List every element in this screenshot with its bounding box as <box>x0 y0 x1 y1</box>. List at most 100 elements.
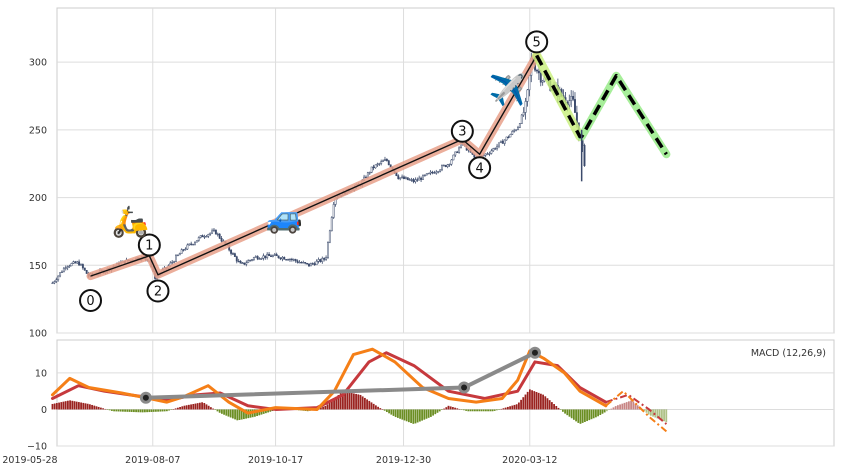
histogram-bar-54 <box>170 409 173 410</box>
macd-grid <box>56 339 835 447</box>
candle-200 <box>431 170 434 175</box>
candle-131 <box>300 261 303 264</box>
candle-207 <box>444 164 447 168</box>
candle-6 <box>62 266 65 273</box>
price-y-tick-4: 300 <box>29 58 47 69</box>
macd-legend-text: MACD (12,26,9) <box>751 348 826 359</box>
histogram-bar-254 <box>610 408 613 410</box>
candle-3 <box>57 275 60 282</box>
histogram-bar-132 <box>341 391 344 410</box>
histogram-bar-68 <box>201 402 203 410</box>
histogram-bar-6 <box>64 401 67 410</box>
candle-246 <box>518 123 521 129</box>
histogram-bar-24 <box>104 408 107 410</box>
histogram-bar-151 <box>383 409 386 411</box>
histogram-bar-25 <box>106 409 109 410</box>
candle-116 <box>271 254 274 258</box>
candle-146 <box>328 229 331 244</box>
emoji-marker-0: 🛵 <box>112 204 149 239</box>
histogram-bar-13 <box>80 402 82 410</box>
histogram-bar-33 <box>124 409 126 412</box>
histogram-bar-164 <box>412 409 415 424</box>
candle-12 <box>74 260 77 264</box>
macd-y-tick-2: 10 <box>35 368 47 379</box>
histogram-bar-66 <box>196 403 199 410</box>
histogram-bar-71 <box>207 405 210 410</box>
histogram-bar-219 <box>533 391 536 410</box>
histogram-bar-149 <box>379 408 382 410</box>
histogram-bar-182 <box>451 407 454 410</box>
candle-212 <box>454 151 457 158</box>
histogram-bar-224 <box>544 396 547 410</box>
candle-130 <box>298 260 301 264</box>
candle-129 <box>296 259 299 264</box>
candle-243 <box>513 128 516 133</box>
histogram-bar-140 <box>359 394 362 410</box>
histogram-bar-195 <box>480 409 483 412</box>
histogram-bar-223 <box>542 394 544 410</box>
histogram-bar-17 <box>88 404 91 410</box>
histogram-bar-30 <box>117 409 120 412</box>
candle-234 <box>496 143 499 151</box>
histogram-bar-241 <box>581 409 584 423</box>
wave-label-circle-2 <box>146 279 170 303</box>
candle-63 <box>171 259 174 265</box>
histogram-bar-209 <box>511 405 514 410</box>
candle-255 <box>536 68 538 74</box>
histogram-bar-22 <box>99 407 102 410</box>
histogram-bar-143 <box>366 399 368 410</box>
histogram-bar-50 <box>161 409 164 412</box>
candle-67 <box>178 252 181 256</box>
histogram-bar-216 <box>526 391 529 410</box>
candle-75 <box>194 241 196 246</box>
candle-81 <box>205 234 208 238</box>
candle-121 <box>281 256 284 262</box>
candle-182 <box>397 174 400 180</box>
histogram-bar-65 <box>194 403 197 410</box>
histogram-bar-51 <box>163 409 166 412</box>
candle-211 <box>452 154 455 161</box>
candle-77 <box>197 236 200 242</box>
candle-235 <box>498 142 500 149</box>
histogram-bar-181 <box>449 406 452 410</box>
histogram-bar-58 <box>179 407 181 410</box>
histogram-bar-15 <box>84 403 87 410</box>
candle-138 <box>313 261 316 266</box>
histogram-bar-1 <box>53 403 56 410</box>
histogram-bar-247 <box>594 409 597 418</box>
histogram-bar-29 <box>115 409 118 412</box>
candle-100 <box>241 261 244 264</box>
histogram-bar-240 <box>579 409 582 424</box>
histogram-bar-55 <box>172 409 175 410</box>
histogram-bar-95 <box>260 409 263 415</box>
histogram-bar-23 <box>102 408 104 410</box>
histogram-bar-2 <box>55 403 58 410</box>
candle-202 <box>435 169 438 175</box>
candle-250 <box>526 88 529 107</box>
histogram-bar-187 <box>462 409 465 411</box>
candle-190 <box>412 177 415 184</box>
histogram-bar-265 <box>634 403 637 410</box>
histogram-bar-213 <box>520 399 522 410</box>
histogram-bar-237 <box>572 409 575 420</box>
histogram-bar-205 <box>502 408 505 410</box>
histogram-bar-62 <box>187 404 190 410</box>
candle-143 <box>323 257 326 262</box>
histogram-bar-142 <box>363 397 366 410</box>
candle-97 <box>235 255 238 264</box>
macd-frame <box>56 339 835 447</box>
histogram-bar-88 <box>245 409 247 419</box>
wave-label-0: 0 <box>86 294 94 309</box>
histogram-bar-162 <box>407 409 410 423</box>
histogram-bar-3 <box>58 402 60 410</box>
histogram-bar-159 <box>401 409 404 420</box>
candle-125 <box>289 258 291 262</box>
candle-111 <box>262 253 265 261</box>
candle-10 <box>70 262 73 267</box>
histogram-bar-214 <box>522 397 525 410</box>
histogram-bar-194 <box>478 409 481 412</box>
histogram-bar-31 <box>119 409 122 412</box>
histogram-bar-231 <box>559 409 562 410</box>
histogram-bar-7 <box>66 400 69 410</box>
histogram-bar-44 <box>148 409 151 413</box>
